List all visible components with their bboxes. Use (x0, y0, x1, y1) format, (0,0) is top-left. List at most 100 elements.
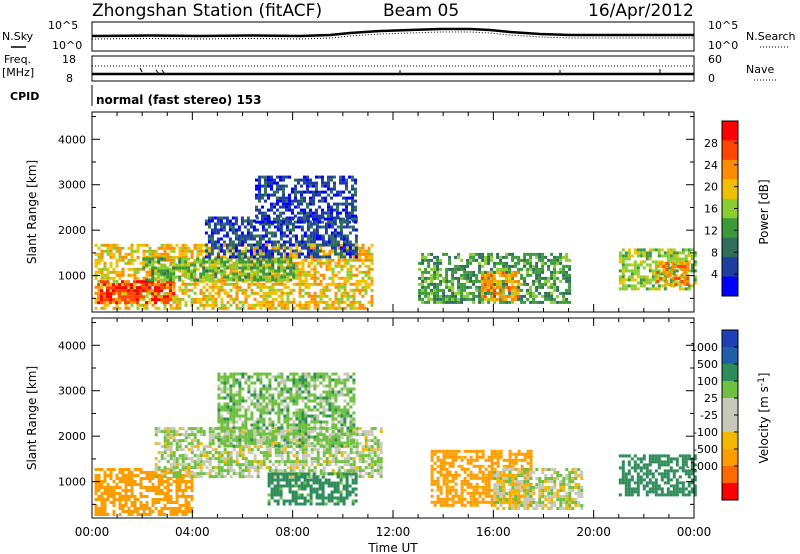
echo-cell (193, 460, 197, 464)
echo-cell (259, 294, 263, 298)
echo-cell (244, 294, 248, 298)
echo-cell (166, 439, 170, 443)
echo-cell (262, 399, 266, 403)
echo-cell (430, 273, 434, 277)
echo-cell (325, 264, 329, 268)
echo-cell (273, 234, 277, 238)
echo-cell (178, 480, 182, 483)
echo-cell (264, 249, 268, 253)
echo-cell (217, 438, 221, 442)
echo-cell (94, 285, 98, 289)
echo-cell (151, 474, 155, 477)
echo-cell (187, 294, 191, 298)
echo-cell (286, 278, 290, 282)
echo-cell (322, 433, 326, 437)
echo-cell (226, 405, 230, 409)
echo-cell (205, 288, 209, 292)
echo-cell (139, 495, 143, 498)
echo-cell (675, 257, 679, 261)
echo-cell (94, 468, 98, 471)
echo-cell (130, 489, 134, 492)
echo-cell (235, 279, 239, 283)
echo-cell (289, 278, 293, 282)
echo-cell (328, 288, 332, 292)
echo-cell (250, 375, 254, 379)
echo-cell (303, 255, 307, 259)
echo-cell (556, 258, 560, 262)
echo-cell (274, 276, 278, 280)
echo-cell (249, 243, 253, 247)
echo-cell (145, 255, 149, 259)
echo-cell (211, 457, 215, 461)
echo-cell (316, 276, 320, 280)
echo-cell (199, 475, 203, 479)
echo-cell (219, 222, 223, 226)
echo-cell (109, 295, 112, 299)
echo-cell (343, 445, 347, 449)
echo-cell (223, 375, 227, 379)
echo-cell (642, 275, 646, 279)
echo-cell (207, 219, 211, 223)
echo-cell (460, 294, 464, 298)
echo-cell (496, 282, 500, 286)
echo-cell (321, 196, 324, 200)
echo-cell (339, 181, 342, 185)
echo-cell (529, 264, 533, 268)
echo-cell (142, 266, 146, 270)
echo-cell (106, 495, 110, 498)
echo-cell (358, 291, 362, 295)
echo-cell (118, 283, 121, 287)
echo-cell (301, 273, 305, 277)
echo-cell (333, 216, 337, 220)
echo-cell (265, 243, 269, 247)
echo-cell (163, 263, 167, 267)
echo-cell (97, 477, 101, 480)
echo-cell (259, 372, 263, 376)
echo-cell (480, 280, 484, 284)
echo-cell (352, 469, 356, 473)
echo-cell (199, 272, 203, 276)
echo-cell (181, 291, 185, 295)
echo-cell (190, 269, 194, 273)
echo-cell (439, 267, 443, 271)
echo-cell (124, 255, 128, 259)
echo-cell (207, 222, 211, 226)
echo-cell (232, 249, 236, 253)
echo-cell (351, 249, 355, 253)
echo-cell (229, 463, 233, 467)
echo-cell (208, 249, 212, 253)
echo-cell (154, 427, 158, 431)
echo-cell (675, 263, 679, 267)
echo-cell (312, 190, 315, 194)
echo-cell (214, 255, 218, 259)
echo-cell (300, 228, 304, 232)
echo-cell (351, 202, 354, 206)
echo-cell (322, 469, 326, 473)
echo-cell (160, 498, 164, 501)
echo-cell (262, 285, 266, 289)
echo-cell (316, 258, 320, 262)
echo-cell (523, 264, 527, 268)
echo-cell (229, 257, 233, 261)
echo-cell (469, 255, 473, 259)
echo-cell (328, 442, 332, 446)
echo-cell (246, 231, 250, 235)
echo-cell (166, 295, 169, 299)
echo-cell (276, 220, 279, 224)
echo-cell (232, 423, 236, 427)
echo-cell (276, 249, 280, 253)
echo-cell (424, 270, 428, 274)
echo-cell (315, 237, 319, 241)
echo-cell (345, 222, 349, 226)
echo-cell (337, 255, 341, 259)
echo-cell (130, 298, 133, 302)
echo-cell (313, 294, 317, 298)
echo-cell (175, 492, 179, 495)
noise-left-tick-top: 10^5 (48, 19, 78, 32)
echo-cell (169, 278, 173, 282)
echo-cell (502, 267, 506, 271)
echo-cell (490, 291, 494, 295)
echo-cell (316, 294, 320, 298)
echo-cell (133, 273, 137, 277)
echo-cell (181, 282, 185, 286)
